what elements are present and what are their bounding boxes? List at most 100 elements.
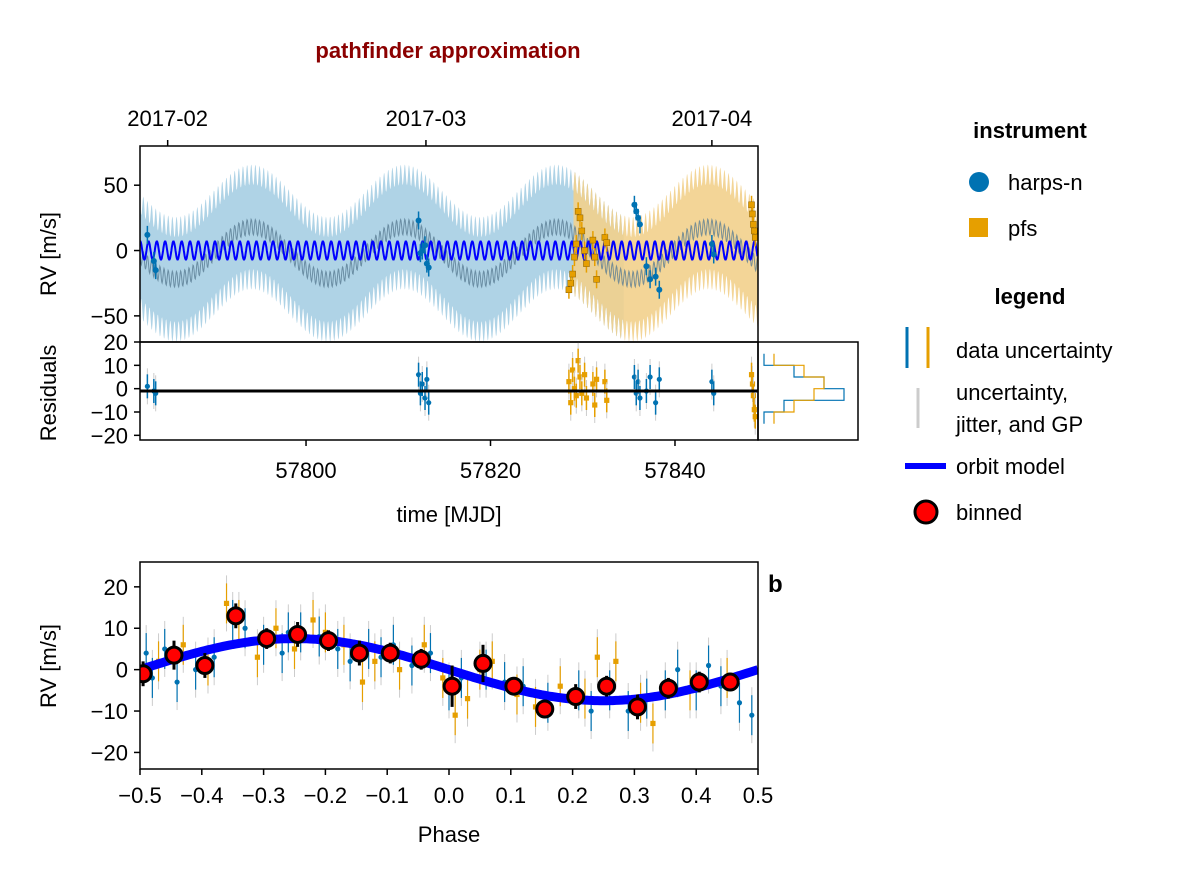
rv-time-ylabel: RV [m/s] — [36, 212, 61, 296]
pfs-residual-point — [749, 381, 756, 387]
phase-xtick-label: −0.4 — [180, 783, 223, 808]
harps-n-residual-point — [653, 400, 659, 406]
instrument-item-pfs: pfs — [1008, 216, 1037, 241]
binned-point — [195, 656, 215, 675]
panel-phase: −20 −10 0 10 20 −0.5 −0.4 −0.3 −0.2 −0.1 0.0 0.1 0.… — [36, 561, 783, 847]
harps-n-point — [710, 251, 717, 258]
harps-n-point — [643, 263, 650, 270]
binned-point — [164, 645, 184, 665]
phase-xtick-label: −0.2 — [304, 783, 347, 808]
binned-marker-icon — [913, 499, 939, 525]
phase-ytick-label: 0 — [116, 658, 128, 683]
pfs-residual-point — [571, 386, 578, 392]
legend-item-data-uncertainty: data uncertainty — [956, 338, 1113, 363]
legend-item-orbit-model: orbit model — [956, 454, 1065, 479]
panel-b-label: b — [768, 571, 783, 598]
harps-n-residual-point — [415, 372, 422, 378]
harps-n-gp-band — [140, 164, 624, 342]
binned-point — [226, 606, 246, 626]
pfs-point — [569, 270, 576, 278]
orbit-model-line — [140, 240, 758, 261]
pfs-point — [749, 210, 756, 218]
harps-n-phase-point — [736, 700, 743, 706]
binned-point — [658, 678, 678, 698]
binned-point — [689, 672, 709, 692]
chart-title: pathfinder approximation — [315, 38, 580, 63]
pfs-phase-point — [421, 642, 427, 648]
binned-point — [411, 649, 431, 669]
pfs-point — [567, 279, 575, 287]
phase-ytick-label: −10 — [91, 699, 128, 724]
binned-point — [597, 676, 617, 696]
pfs-point — [573, 240, 580, 248]
pfs-residual-point — [575, 358, 581, 364]
pfs-residual-point — [577, 374, 583, 380]
phase-xtick-label: 0.1 — [496, 783, 527, 808]
pfs-point — [748, 201, 755, 209]
harps-n-residual-point — [419, 381, 425, 387]
binned-point — [257, 629, 277, 649]
binned-point — [140, 664, 153, 684]
harps-n-residual-histogram — [763, 353, 845, 424]
binned-point — [442, 676, 462, 696]
residual-ytick-label: −10 — [91, 400, 128, 425]
pfs-phase-point — [464, 696, 471, 702]
harps-n-point — [425, 264, 432, 271]
harps-n-point — [652, 273, 659, 280]
phase-xtick-label: 0.0 — [434, 783, 465, 808]
harps-n-phase-point — [705, 662, 712, 669]
harps-n-phase-point — [143, 650, 149, 656]
pfs-phase-point — [273, 625, 279, 631]
pfs-point — [589, 236, 597, 244]
phase-xtick-label: −0.5 — [118, 783, 161, 808]
harps-n-point — [636, 221, 643, 228]
pfs-residual-point — [581, 372, 588, 378]
phase-ylabel: RV [m/s] — [36, 624, 61, 708]
gp-mean-line — [140, 217, 758, 289]
pfs-marker-icon — [969, 218, 988, 237]
harps-n-residual-point — [422, 395, 428, 401]
rv-time-ytick-label: −50 — [91, 304, 128, 329]
harps-n-phase-point — [242, 625, 248, 631]
harps-n-point — [647, 276, 654, 283]
residuals-ylabel: Residuals — [36, 345, 61, 442]
pfs-phase-point — [359, 679, 366, 685]
residuals-xlabel: time [MJD] — [396, 502, 501, 527]
pfs-phase-point — [310, 617, 316, 623]
phase-xtick-label: 0.4 — [681, 783, 712, 808]
residual-xtick-label: 57840 — [644, 458, 705, 483]
pfs-point — [751, 234, 758, 241]
pfs-residual-point — [568, 400, 574, 406]
instrument-legend: instrument harps-n pfs — [969, 118, 1088, 241]
harps-n-phase-point — [335, 646, 341, 652]
pfs-residual-point — [592, 402, 598, 408]
pfs-residual-point — [750, 393, 756, 399]
harps-n-marker-icon — [969, 172, 989, 192]
residual-ytick-label: 20 — [104, 330, 128, 355]
pfs-phase-point — [223, 600, 230, 606]
residual-ytick-label: −20 — [91, 423, 128, 448]
harps-n-point — [422, 242, 429, 249]
pfs-point — [581, 247, 588, 254]
pfs-point — [578, 227, 586, 235]
pfs-residual-point — [604, 397, 610, 403]
pfs-phase-point — [291, 646, 298, 652]
pfs-point — [603, 239, 610, 246]
harps-n-residual-point — [656, 376, 662, 382]
binned-point — [504, 676, 524, 696]
date-tick-label: 2017-03 — [386, 106, 467, 131]
pfs-residual-point — [590, 381, 596, 387]
phase-xtick-label: −0.1 — [365, 783, 408, 808]
harps-n-point — [656, 286, 663, 293]
binned-point — [535, 699, 555, 719]
pfs-phase-point — [613, 658, 619, 664]
pfs-point — [593, 276, 600, 283]
pfs-point — [583, 260, 590, 267]
main-legend: legend data uncertainty uncertainty, jit… — [905, 284, 1113, 525]
pfs-residual-point — [579, 390, 585, 396]
harps-n-phase-point — [588, 708, 594, 714]
pfs-residual-point — [583, 395, 590, 401]
date-tick-label: 2017-02 — [127, 106, 208, 131]
